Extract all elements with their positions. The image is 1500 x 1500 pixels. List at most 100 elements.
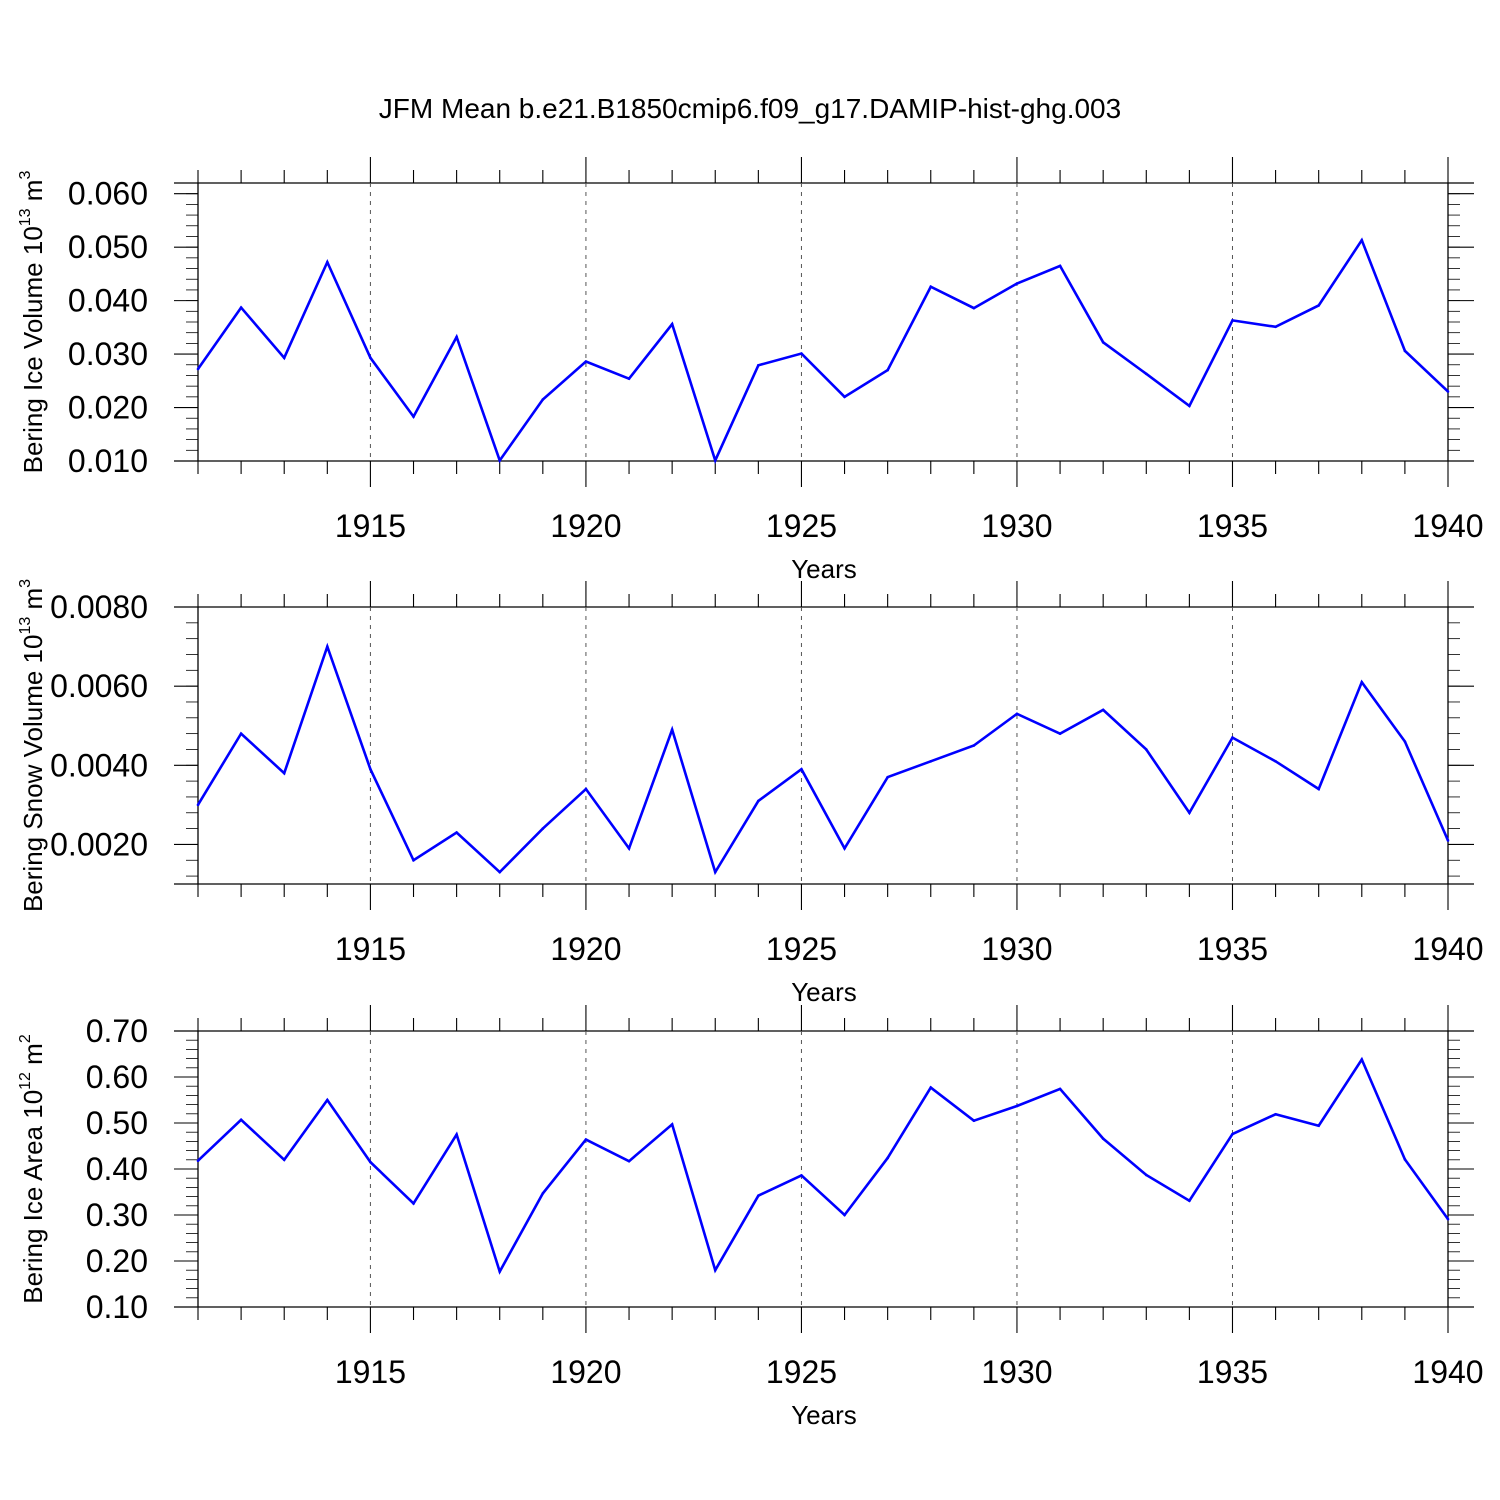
panel-2: 1915 1920 1925 1930 1935 1940 Years 0.0020 0.004…: [17, 579, 1484, 1007]
x-tick-label: 1935: [1197, 1354, 1268, 1390]
data-point: [972, 306, 976, 310]
y-tick-label: 0.060: [68, 176, 148, 212]
data-point: [455, 831, 458, 834]
y-axis-label-unit-exponent: 3: [17, 171, 34, 180]
y-tick-label: 0.20: [86, 1243, 148, 1279]
x-tick-label: 1930: [981, 508, 1052, 544]
data-point: [1058, 264, 1062, 268]
y-axis-label-text: Bering Ice Volume 10: [18, 226, 48, 473]
x-tick-label: 1930: [981, 1354, 1052, 1390]
y-axis-label-exponent: 12: [17, 1072, 34, 1090]
panels: 1915 1920 1925 1930 1935 1940 Years 0.010 0.020 0…: [17, 157, 1484, 1430]
data-point: [369, 767, 372, 771]
y-tick-label: 0.0060: [50, 668, 148, 704]
data-point: [886, 1156, 889, 1160]
data-point: [757, 799, 760, 803]
x-axis-label: Years: [791, 1400, 857, 1430]
x-tick-label: 1920: [550, 508, 621, 544]
data-point: [1231, 1132, 1234, 1136]
y-axis-label: Bering Snow Volume 1013 m3: [17, 579, 48, 912]
data-point: [1015, 282, 1019, 285]
data-point: [713, 459, 717, 462]
y-tick-label: 0.020: [68, 390, 148, 426]
data-point: [1274, 760, 1277, 763]
y-axis-label-unit: m: [18, 588, 48, 617]
y-tick-label: 0.10: [86, 1289, 148, 1325]
y-axis-label: Bering Ice Area 1012 m2: [17, 1034, 48, 1304]
data-point: [972, 744, 976, 747]
data-point: [239, 1118, 243, 1122]
data-point: [584, 1138, 588, 1141]
x-tick-label: 1930: [981, 931, 1052, 967]
data-point: [713, 1268, 717, 1272]
data-point: [1446, 1217, 1450, 1221]
data-point: [239, 306, 243, 309]
x-tick-label: 1925: [766, 931, 837, 967]
y-axis-label-unit: m: [18, 1043, 48, 1072]
data-point: [1403, 349, 1407, 353]
data-point: [800, 1174, 803, 1177]
y-axis-label-unit: m: [18, 180, 48, 209]
data-point: [196, 1159, 200, 1163]
x-tick-label: 1925: [766, 1354, 837, 1390]
data-point: [1274, 1112, 1277, 1116]
y-tick-label: 0.030: [68, 336, 148, 372]
data-point: [800, 767, 803, 771]
data-point: [541, 398, 545, 401]
data-point: [627, 847, 631, 850]
series-line: [197, 1056, 1450, 1275]
data-point: [670, 728, 674, 731]
data-point: [455, 335, 458, 339]
x-tick-label: 1915: [335, 508, 406, 544]
data-point: [584, 360, 588, 363]
data-point: [1317, 787, 1320, 791]
data-point: [498, 870, 502, 874]
data-point: [326, 1098, 329, 1102]
y-axis-label-unit-exponent: 3: [17, 579, 34, 588]
y-tick-label: 0.60: [86, 1059, 148, 1095]
data-point: [1446, 390, 1450, 393]
data-point: [498, 459, 502, 462]
data-point: [1188, 1199, 1191, 1203]
data-point: [412, 1202, 415, 1205]
y-axis-label-text: Bering Ice Area 10: [18, 1090, 48, 1304]
x-tick-label: 1940: [1412, 1354, 1483, 1390]
data-point: [239, 732, 243, 735]
data-point: [627, 1159, 631, 1163]
data-point: [541, 827, 545, 830]
y-axis-label-exponent: 13: [17, 208, 34, 226]
y-axis-label-text: Bering Snow Volume 10: [18, 635, 48, 913]
data-point: [196, 803, 200, 807]
data-point: [1403, 1158, 1407, 1161]
y-tick-label: 0.30: [86, 1197, 148, 1233]
data-point: [1144, 372, 1148, 376]
data-point: [757, 1194, 760, 1197]
data-point: [843, 395, 846, 399]
data-point: [498, 1270, 502, 1273]
data-point: [1015, 1104, 1019, 1108]
y-tick-label: 0.70: [86, 1013, 148, 1049]
data-point: [1231, 319, 1234, 322]
data-point: [541, 1192, 545, 1195]
y-tick-label: 0.050: [68, 229, 148, 265]
data-point: [929, 760, 933, 763]
data-point: [369, 356, 372, 360]
data-point: [282, 356, 286, 360]
data-point: [1317, 1124, 1320, 1128]
data-point: [326, 645, 329, 648]
y-axis-label-exponent: 13: [17, 617, 34, 635]
y-tick-label: 0.040: [68, 283, 148, 319]
data-point: [757, 364, 760, 367]
data-point: [326, 260, 329, 264]
data-point: [1360, 238, 1364, 242]
data-point: [886, 368, 889, 372]
data-point: [282, 771, 286, 775]
x-axis-label: Years: [791, 554, 857, 584]
data-point: [1274, 325, 1277, 329]
data-point: [1446, 839, 1450, 842]
data-point: [1231, 736, 1234, 739]
y-tick-label: 0.50: [86, 1105, 148, 1141]
data-point: [886, 775, 889, 779]
data-point: [1058, 1087, 1062, 1091]
data-point: [972, 1119, 976, 1122]
